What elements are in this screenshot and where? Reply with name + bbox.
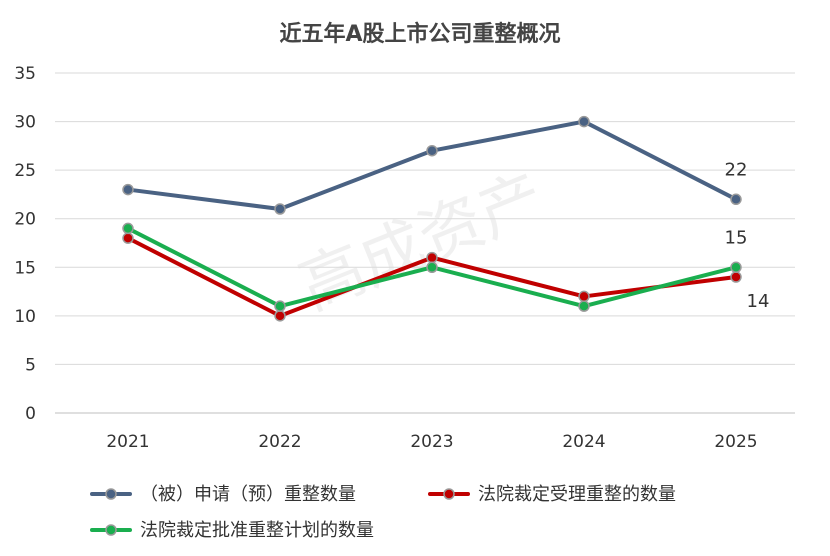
x-tick-label: 2022 (258, 432, 301, 452)
data-point (730, 271, 742, 283)
legend-marker (443, 488, 455, 500)
x-tick-label: 2024 (562, 432, 605, 452)
data-point (578, 300, 590, 312)
x-tick-label: 2025 (714, 432, 757, 452)
data-point (578, 115, 590, 128)
data-point (730, 193, 742, 206)
data-point (730, 261, 742, 274)
data-point (426, 251, 438, 264)
y-tick-label: 30 (14, 113, 36, 133)
data-point (122, 222, 134, 235)
data-label: 14 (747, 291, 770, 312)
legend-item-1: 法院裁定受理重整的数量 (428, 484, 676, 505)
x-tick-label: 2023 (410, 432, 453, 452)
legend-item-2: 法院裁定批准重整计划的数量 (90, 520, 374, 541)
legend-item-0: （被）申请（预）重整数量 (90, 484, 356, 505)
data-label: 15 (725, 227, 748, 248)
x-axis-ticks: 2021 2022 2023 2024 2025 (106, 432, 757, 452)
legend-marker (105, 488, 117, 500)
y-tick-label: 35 (14, 64, 36, 84)
legend-label: （被）申请（预）重整数量 (140, 484, 356, 505)
legend-marker (105, 524, 117, 536)
legend-label: 法院裁定批准重整计划的数量 (140, 520, 374, 541)
data-point (122, 183, 134, 196)
y-tick-label: 25 (14, 161, 36, 181)
y-tick-label: 0 (25, 404, 36, 424)
data-point (578, 290, 590, 303)
data-label: 22 (725, 159, 748, 180)
watermark: 高成资产 (290, 160, 555, 325)
data-point (426, 144, 438, 157)
series-group (122, 115, 742, 322)
gridlines (55, 72, 795, 414)
data-point (274, 203, 286, 215)
y-axis-ticks: 0 5 10 15 20 25 30 35 (14, 64, 36, 424)
data-point (426, 261, 438, 274)
y-tick-label: 20 (14, 210, 36, 230)
legend-label: 法院裁定受理重整的数量 (478, 484, 676, 505)
data-point (274, 300, 286, 312)
data-point (122, 232, 134, 244)
data-point (274, 310, 286, 322)
series-line-0 (126, 119, 738, 211)
chart-title: 近五年A股上市公司重整概况 (279, 21, 560, 47)
x-tick-label: 2021 (106, 432, 149, 452)
y-tick-label: 10 (14, 307, 36, 327)
y-tick-label: 15 (14, 258, 36, 278)
data-labels: 22 15 14 (725, 159, 770, 312)
y-tick-label: 5 (25, 355, 36, 375)
